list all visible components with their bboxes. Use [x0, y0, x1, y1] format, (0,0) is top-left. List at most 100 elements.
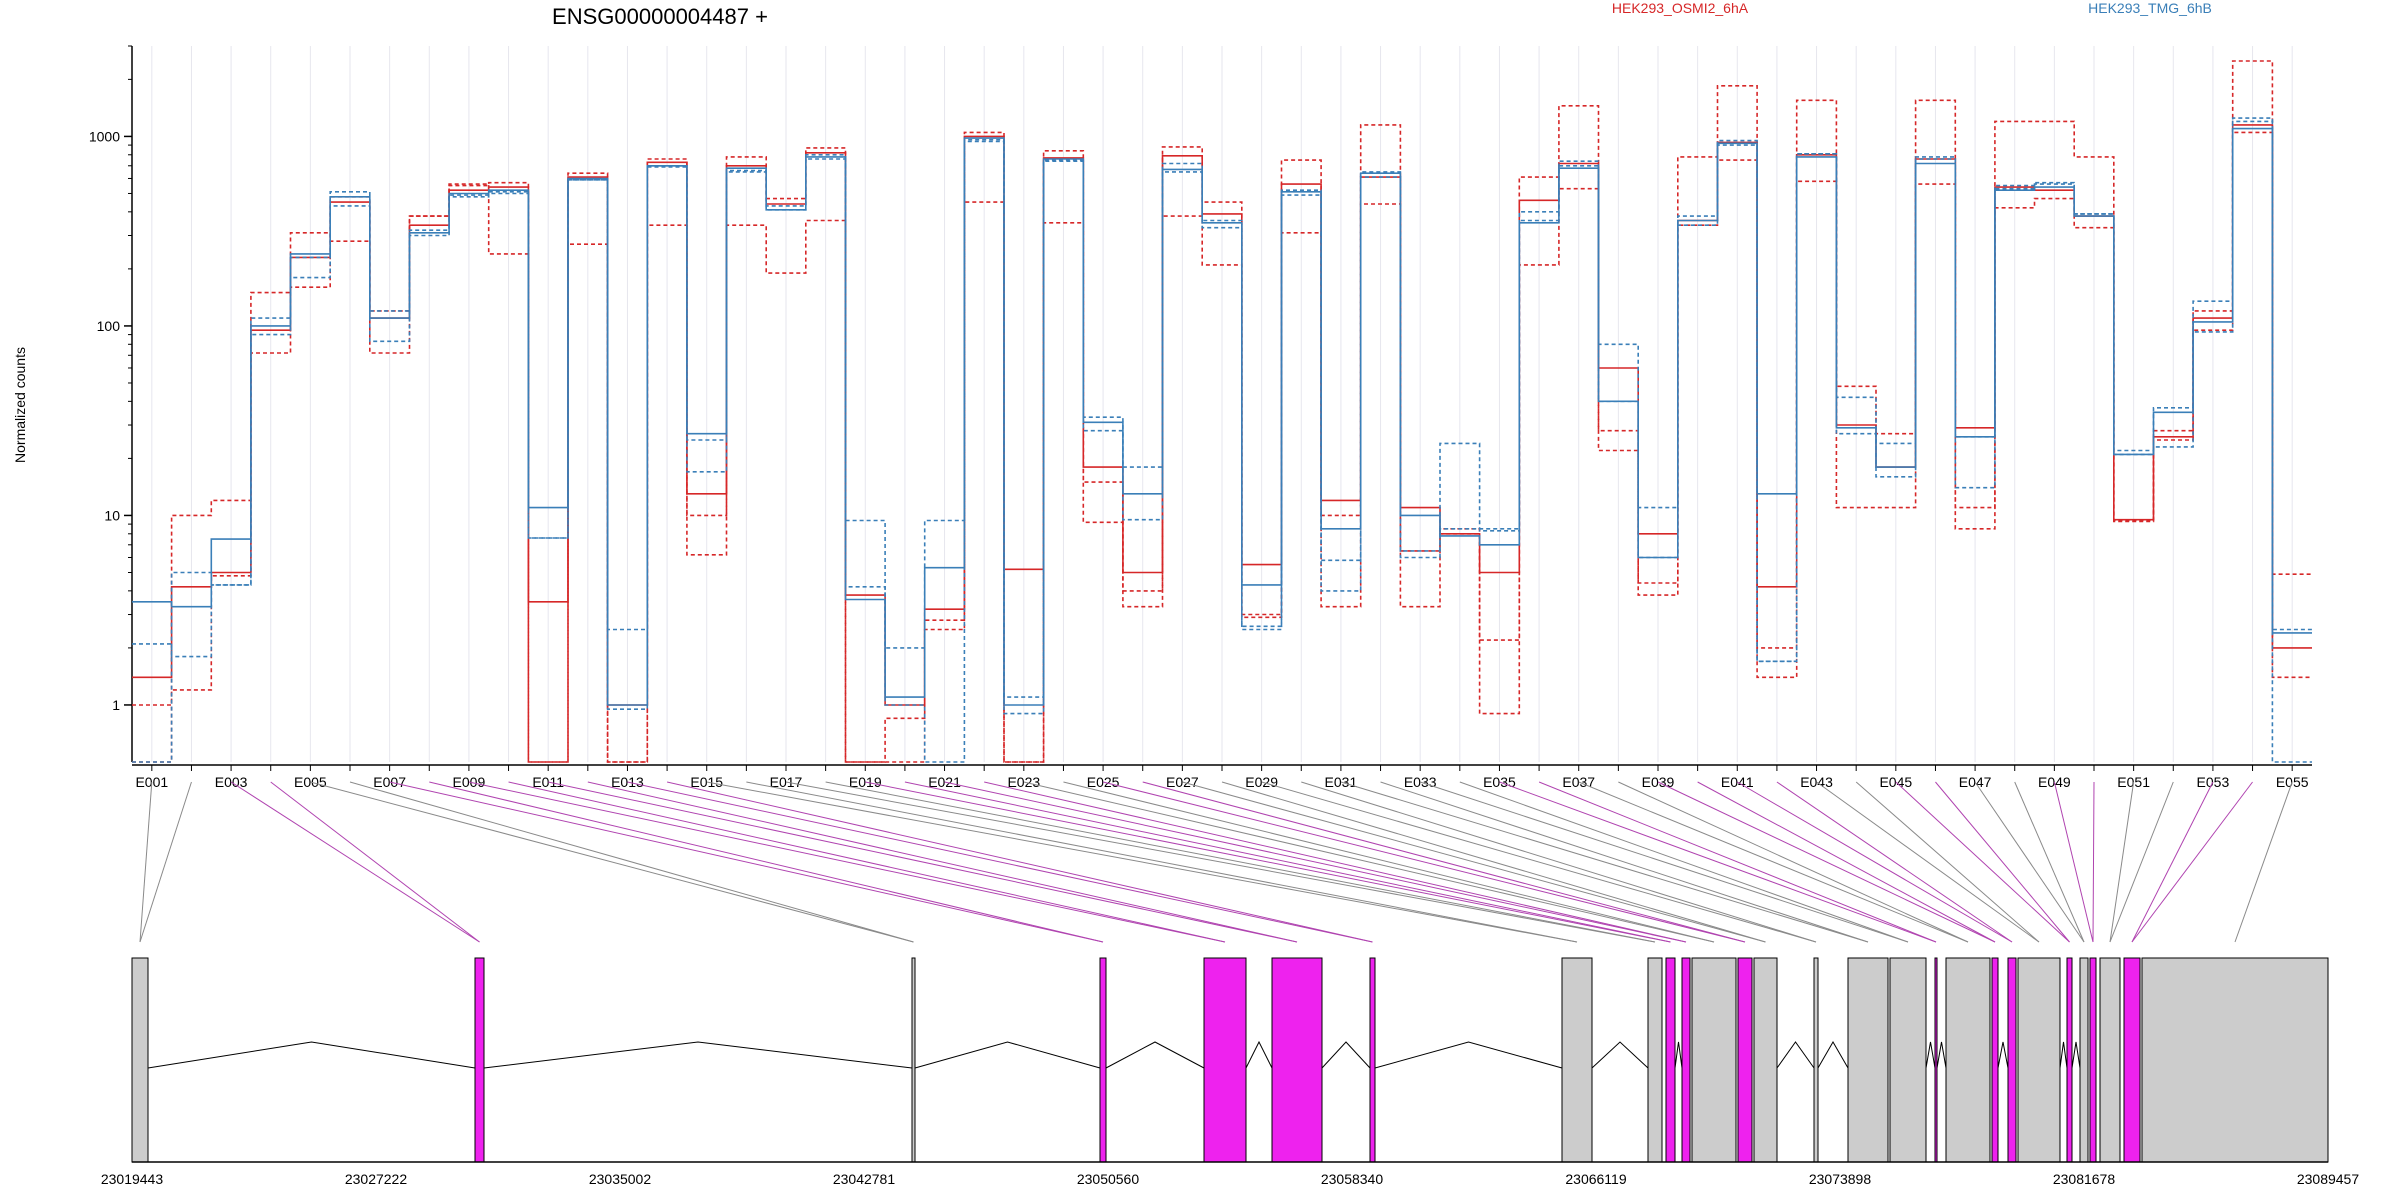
exon-box: [1647, 957, 1663, 1163]
intron-line: [1321, 1041, 1371, 1069]
x-tick-label: E055: [2276, 774, 2309, 790]
exon-box: [1665, 957, 1676, 1163]
exon-connector-line: [2131, 781, 2253, 943]
exon-connector-line: [746, 781, 1578, 943]
exon-connector-line: [429, 781, 1104, 943]
exon-connector-line: [139, 781, 153, 943]
exon-box: [1203, 957, 1247, 1163]
exon-box: [2007, 957, 2017, 1163]
y-tick-label: 1: [112, 697, 120, 713]
exon-box: [131, 957, 149, 1163]
x-tick-label: E051: [2117, 774, 2150, 790]
exon-connector-line: [706, 781, 1578, 943]
intron-line: [147, 1041, 476, 1069]
exon-box: [1681, 957, 1691, 1163]
exon-box: [474, 957, 485, 1163]
exon-connector-line: [1855, 781, 2040, 943]
exon-connector-line: [1142, 781, 1746, 943]
exon-connector-line: [1459, 781, 1909, 943]
exon-connector-line: [666, 781, 1373, 943]
exon-connector-line: [2053, 781, 2094, 943]
exon-box: [2017, 957, 2061, 1163]
exon-box: [1099, 957, 1107, 1163]
genomic-tick-label: 23027222: [345, 1171, 408, 1187]
exon-connector-line: [1974, 781, 2085, 943]
exon-box: [1889, 957, 1927, 1163]
chart-title: ENSG00000004487 +: [552, 4, 768, 29]
genomic-tick-label: 23058340: [1321, 1171, 1384, 1187]
gene-model: 23019443 23027222 23035002 23042781 23050560…: [101, 781, 2360, 1187]
exon-connector-line: [904, 781, 1671, 943]
exon-connector-line: [1776, 781, 2013, 943]
exon-box: [2066, 957, 2073, 1163]
exon-box: [1991, 957, 1999, 1163]
genomic-tick-label: 23050560: [1077, 1171, 1140, 1187]
genomic-tick-label: 23073898: [1809, 1171, 1872, 1187]
exon-box: [2123, 957, 2141, 1163]
exon-box: [2089, 957, 2097, 1163]
intron-line: [1674, 1041, 1683, 1069]
exon-box: [1847, 957, 1889, 1163]
exon-connector-line: [139, 781, 192, 943]
exon-connector-line: [1618, 781, 1969, 943]
exon-connector-line: [310, 781, 914, 943]
legend-label-tmg: HEK293_TMG_6hB: [2088, 0, 2212, 16]
exon-connector-line: [1538, 781, 1937, 943]
intron-line: [1105, 1041, 1205, 1069]
exon-connector-line: [2092, 781, 2095, 943]
exon-connector-line: [944, 781, 1687, 943]
intron-line: [1925, 1041, 1936, 1069]
series-line: [132, 127, 2312, 706]
exon-box: [1561, 957, 1593, 1163]
intron-line: [2059, 1041, 2068, 1069]
exon-connector-line: [1102, 781, 1746, 943]
exon-box: [1945, 957, 1991, 1163]
intron-line: [1776, 1041, 1815, 1069]
genomic-tick-label: 23089457: [2297, 1171, 2360, 1187]
exon-box: [1934, 957, 1938, 1163]
exon-connector-line: [468, 781, 1226, 943]
intron-line: [1936, 1041, 1947, 1069]
exon-box: [1691, 957, 1737, 1163]
exon-box: [911, 957, 916, 1163]
exon-connector-line: [2109, 781, 2135, 943]
exon-connector-line: [1578, 781, 1969, 943]
x-tick-label: E001: [135, 774, 168, 790]
genomic-tick-label: 23019443: [101, 1171, 164, 1187]
exon-connector-line: [1420, 781, 1909, 943]
exon-box: [2079, 957, 2089, 1163]
intron-line: [2071, 1041, 2081, 1069]
intron-line: [1374, 1041, 1563, 1069]
exon-connector-line: [2109, 781, 2174, 943]
exon-box: [1369, 957, 1376, 1163]
exon-box: [1271, 957, 1323, 1163]
exon-connector-line: [1221, 781, 1766, 943]
exon-connector-line: [508, 781, 1226, 943]
exon-connector-line: [1895, 781, 2070, 943]
intron-line: [483, 1041, 913, 1069]
y-axis-label: Normalized counts: [12, 347, 28, 463]
intron-line: [1591, 1041, 1649, 1069]
exon-connector-line: [270, 781, 480, 943]
exon-box: [1737, 957, 1753, 1163]
exon-connector-line: [1340, 781, 1869, 943]
exon-connector-line: [785, 781, 1656, 943]
genomic-tick-label: 23042781: [833, 1171, 896, 1187]
intron-line: [1245, 1040, 1273, 1069]
series-line: [132, 60, 2312, 763]
exon-box: [2141, 957, 2329, 1163]
exon-box: [1813, 957, 1819, 1163]
exon-connector-line: [1499, 781, 1937, 943]
genomic-tick-label: 23035002: [589, 1171, 652, 1187]
exon-connector-line: [1261, 781, 1817, 943]
exon-connector-line: [865, 781, 1671, 943]
genomic-tick-label: 23081678: [2053, 1171, 2116, 1187]
exon-box: [1753, 957, 1778, 1163]
exon-connector-line: [587, 781, 1298, 943]
exon-connector-line: [548, 781, 1298, 943]
exon-connector-line: [825, 781, 1656, 943]
exon-connector-line: [349, 781, 914, 943]
y-tick-label: 100: [97, 318, 121, 334]
exon-connector-line: [2234, 781, 2293, 943]
